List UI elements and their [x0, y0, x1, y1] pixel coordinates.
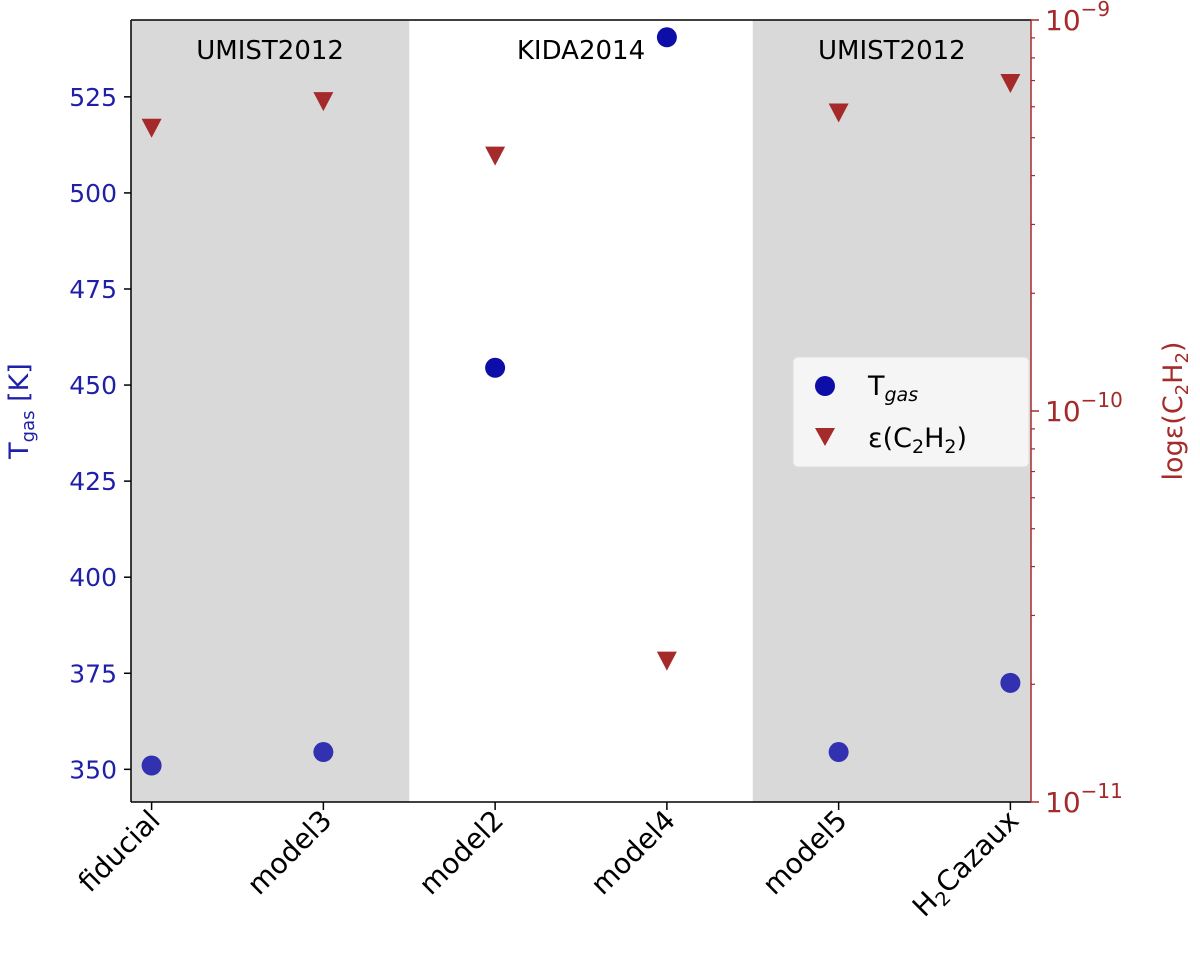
- x-tick-label: model4: [584, 804, 682, 902]
- left-tick-label: 500: [69, 179, 117, 208]
- c2h2-point: [141, 118, 162, 138]
- left-tick-label: 525: [69, 83, 117, 112]
- legend-label-tgas: Tgas: [867, 371, 918, 406]
- tgas-point: [656, 27, 677, 48]
- tgas-point: [141, 755, 162, 776]
- right-tick-label: 10−9: [1045, 0, 1110, 37]
- region-labels: UMIST2012 KIDA2014 UMIST2012: [196, 36, 965, 66]
- region-label-2: UMIST2012: [818, 36, 966, 66]
- right-axis: 10−11 10−10 10−9 logε(C2H2): [1030, 0, 1193, 819]
- left-tick-label: 425: [69, 467, 117, 496]
- right-axis-title: logε(C2H2): [1158, 342, 1193, 481]
- series-layer: [141, 27, 1021, 776]
- tgas-point: [828, 742, 849, 763]
- x-tick-label: H2Cazaux: [906, 804, 1028, 926]
- left-axis-title: Tgas [K]: [4, 363, 39, 460]
- x-tick-label: fiducial: [72, 804, 167, 899]
- right-tick-label: 10−10: [1045, 388, 1123, 428]
- legend-marker-c2h2: [815, 428, 835, 446]
- legend-box: [792, 356, 1030, 468]
- left-tick-label: 375: [69, 659, 117, 688]
- c2h2-point: [485, 146, 506, 166]
- legend-marker-tgas: [815, 376, 835, 396]
- left-tick-label: 400: [69, 563, 117, 592]
- left-tick-label: 350: [69, 755, 117, 784]
- x-tick-label: model3: [241, 804, 339, 902]
- x-axis: fiducial model3 model2 model4 model5 H2Cazaux: [72, 802, 1028, 926]
- x-tick-label: model5: [756, 804, 854, 902]
- series-0: [141, 27, 1021, 776]
- tgas-point: [1000, 672, 1021, 693]
- tgas-point: [313, 742, 334, 763]
- region-label-0: UMIST2012: [196, 36, 344, 66]
- x-tick-label: model2: [412, 804, 510, 902]
- plot-frame: [131, 19, 1031, 803]
- left-tick-label: 450: [69, 371, 117, 400]
- c2h2-point: [656, 651, 677, 671]
- c2h2-point: [313, 92, 334, 112]
- tgas-point: [485, 357, 506, 378]
- right-tick-label: 10−11: [1045, 779, 1123, 819]
- c2h2-point: [1000, 74, 1021, 94]
- region-label-1: KIDA2014: [517, 36, 645, 66]
- series-1: [141, 74, 1021, 671]
- legend-label-c2h2: ε(C2H2): [868, 423, 967, 458]
- c2h2-point: [828, 103, 849, 123]
- legend: Tgas ε(C2H2): [792, 356, 1030, 468]
- left-axis: 350 375 400 425 450 475 500 525 Tgas [K]: [4, 20, 132, 802]
- left-tick-label: 475: [69, 275, 117, 304]
- region-shade-0: [131, 20, 410, 802]
